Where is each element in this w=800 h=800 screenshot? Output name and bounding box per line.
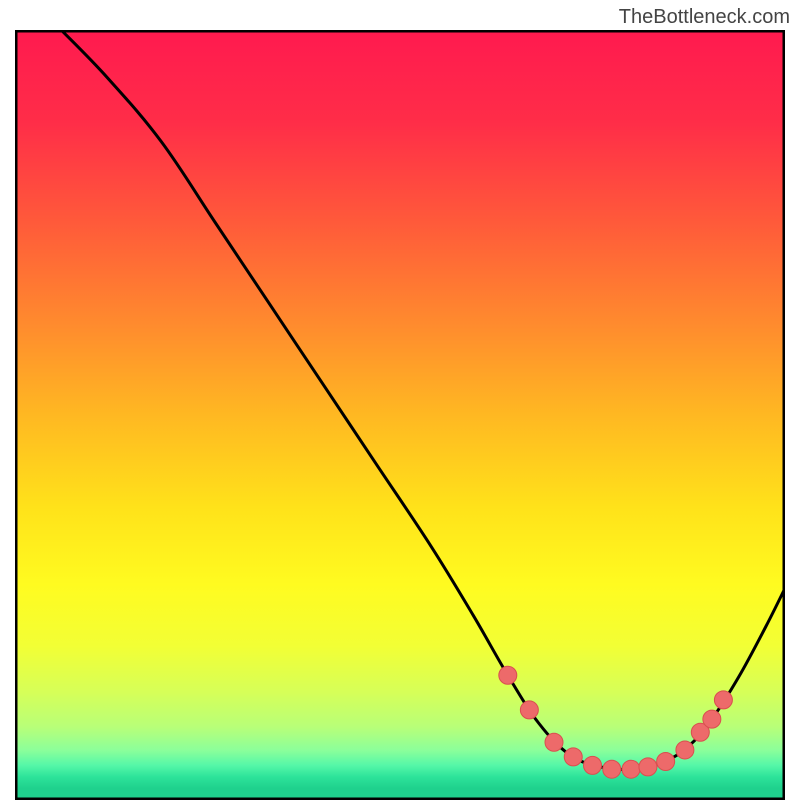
marker-point [676, 741, 694, 759]
marker-point [639, 758, 657, 776]
marker-point [584, 756, 602, 774]
watermark-text: TheBottleneck.com [619, 6, 790, 29]
marker-point [520, 701, 538, 719]
marker-point [545, 733, 563, 751]
marker-point [703, 710, 721, 728]
marker-point [603, 760, 621, 778]
marker-point [622, 760, 640, 778]
chart-area [15, 30, 785, 800]
chart-svg [15, 30, 785, 800]
chart-background [15, 30, 785, 800]
marker-point [657, 753, 675, 771]
chart-container: TheBottleneck.com [0, 0, 800, 800]
marker-point [499, 666, 517, 684]
marker-point [564, 748, 582, 766]
marker-point [714, 691, 732, 709]
